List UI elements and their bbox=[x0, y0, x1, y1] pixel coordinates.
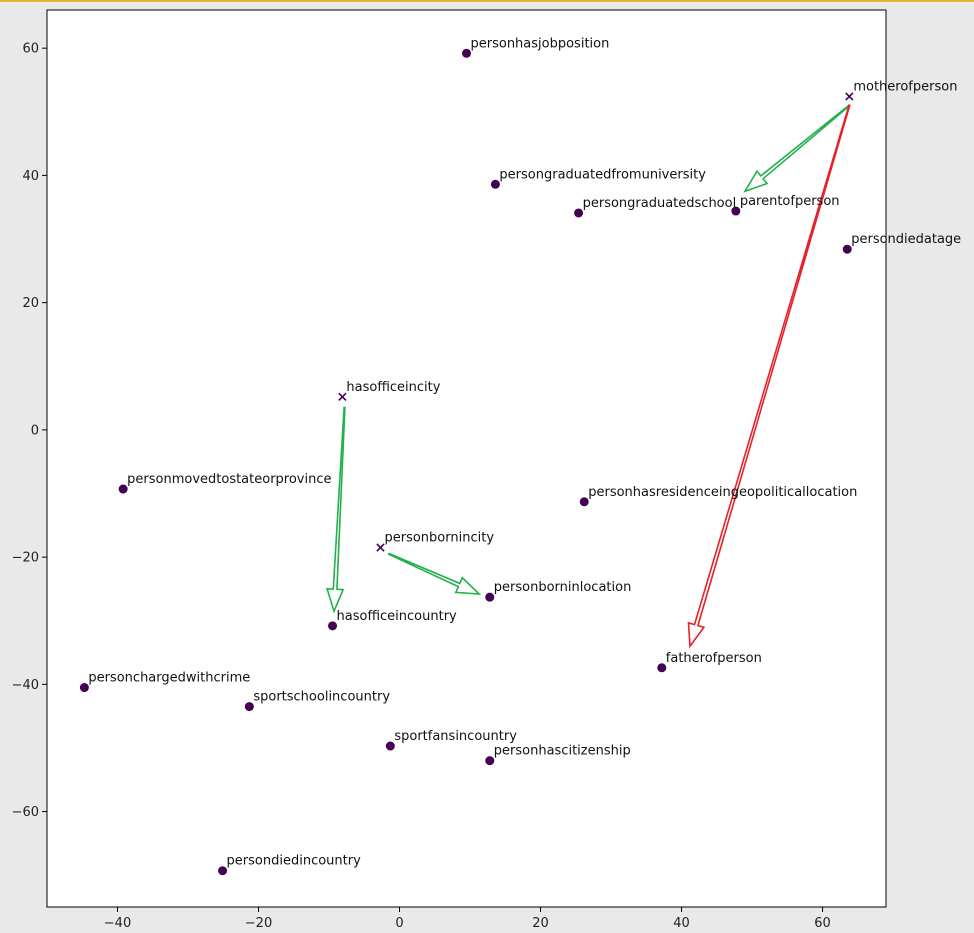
point-label: persongraduatedschool bbox=[583, 196, 737, 211]
point-marker bbox=[842, 244, 852, 254]
y-tick-label: −40 bbox=[12, 678, 39, 693]
top-accent-line bbox=[0, 0, 974, 2]
point-label: persondiedincountry bbox=[227, 854, 362, 869]
point-label: sportschoolincountry bbox=[253, 690, 390, 705]
x-marker bbox=[376, 543, 385, 552]
point-marker bbox=[218, 866, 228, 876]
y-tick-label: 20 bbox=[22, 296, 39, 311]
point-marker bbox=[462, 48, 471, 58]
point-marker bbox=[244, 702, 254, 712]
point-label: persondiedatage bbox=[851, 232, 961, 247]
x-tick-label: 0 bbox=[395, 916, 403, 931]
point-label: personbornincity bbox=[384, 531, 494, 546]
point-marker bbox=[485, 592, 495, 602]
point-label: personhasresidenceingeopoliticallocation bbox=[588, 485, 857, 500]
y-tick-label: 40 bbox=[22, 169, 39, 184]
y-tick-label: −20 bbox=[12, 551, 39, 566]
point-marker bbox=[574, 208, 584, 218]
green-arrow bbox=[325, 406, 346, 614]
point-marker bbox=[731, 206, 741, 216]
plot-area bbox=[46, 9, 887, 908]
point-label: personhasjobposition bbox=[471, 36, 610, 51]
point-label: motherofperson bbox=[853, 80, 957, 95]
data-point: persondiedatage bbox=[842, 232, 961, 254]
data-point: hasofficeincity bbox=[338, 380, 441, 401]
y-tick-label: 0 bbox=[31, 423, 39, 438]
data-point: personhasresidenceingeopoliticallocation bbox=[579, 485, 857, 507]
data-point: personmovedtostateorprovince bbox=[118, 472, 332, 494]
point-marker bbox=[79, 683, 89, 693]
data-point: persongraduatedfromuniversity bbox=[490, 167, 706, 189]
green-arrow bbox=[387, 552, 482, 595]
y-tick-label: 60 bbox=[22, 42, 39, 57]
x-marker bbox=[845, 92, 854, 101]
x-marker bbox=[338, 392, 347, 401]
data-point: personborninlocation bbox=[485, 580, 631, 602]
x-tick-label: −40 bbox=[104, 916, 131, 931]
point-label: sportfansincountry bbox=[394, 729, 517, 744]
arrow-annotations bbox=[325, 103, 851, 649]
point-marker bbox=[385, 741, 395, 751]
data-point: persongraduatedschool bbox=[574, 196, 736, 218]
data-point: personhasjobposition bbox=[462, 36, 609, 58]
green-arrow bbox=[743, 103, 851, 193]
point-label: hasofficeincountry bbox=[337, 609, 458, 624]
x-tick-label: 40 bbox=[673, 916, 690, 931]
point-label: fatherofperson bbox=[666, 651, 762, 666]
y-tick-label: −60 bbox=[12, 805, 39, 820]
x-tick-label: 20 bbox=[532, 916, 549, 931]
data-point: fatherofperson bbox=[657, 651, 762, 673]
point-marker bbox=[490, 179, 500, 189]
point-marker bbox=[657, 663, 667, 673]
data-point: personchargedwithcrime bbox=[79, 671, 250, 693]
point-label: hasofficeincity bbox=[346, 380, 440, 395]
data-point: sportschoolincountry bbox=[244, 690, 390, 712]
point-marker bbox=[485, 756, 495, 766]
data-point: personbornincity bbox=[376, 531, 494, 552]
data-point: persondiedincountry bbox=[218, 854, 361, 876]
x-tick-label: 60 bbox=[814, 916, 831, 931]
point-label: personchargedwithcrime bbox=[88, 671, 250, 686]
point-label: parentofperson bbox=[740, 194, 840, 209]
point-marker bbox=[118, 484, 128, 494]
data-point: personhascitizenship bbox=[485, 744, 631, 766]
point-marker bbox=[579, 497, 589, 507]
red-arrow bbox=[687, 104, 851, 649]
point-marker bbox=[328, 621, 338, 631]
point-label: persongraduatedfromuniversity bbox=[499, 167, 706, 182]
data-point: motherofperson bbox=[845, 80, 957, 101]
data-point: parentofperson bbox=[731, 194, 840, 216]
point-label: personhascitizenship bbox=[494, 744, 631, 759]
point-label: personmovedtostateorprovince bbox=[127, 472, 331, 487]
data-points: personhasjobposition motherofperson person… bbox=[79, 36, 961, 876]
data-point: hasofficeincountry bbox=[328, 609, 457, 631]
data-point: sportfansincountry bbox=[385, 729, 517, 751]
axis-ticks: −40 −20 0 20 40 60 60 40 20 0 −20 −40 −60 bbox=[12, 42, 831, 931]
x-tick-label: −20 bbox=[245, 916, 272, 931]
point-label: personborninlocation bbox=[494, 580, 632, 595]
